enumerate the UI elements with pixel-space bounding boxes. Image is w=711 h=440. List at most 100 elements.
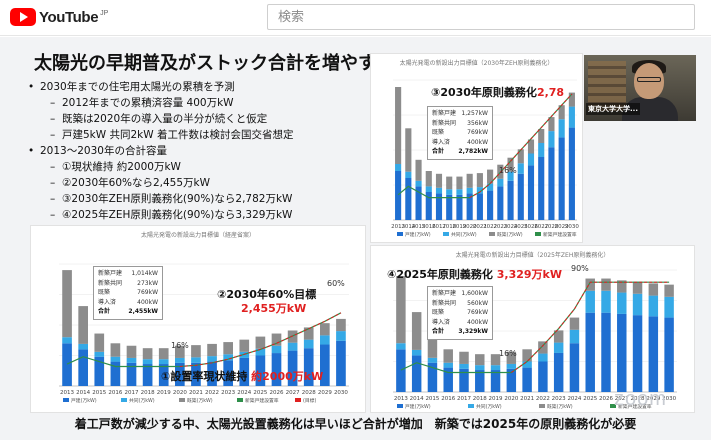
- chart-title: 太陽光発電の新設出力目標値（2030年ZEH原則義務化）: [399, 60, 554, 67]
- legend-swatch: [121, 398, 127, 402]
- bar-detached: [427, 362, 438, 392]
- bar-detached: [62, 343, 72, 386]
- x-tick-label: 2016: [441, 396, 455, 402]
- summary-value: 400kW: [467, 138, 488, 146]
- x-tick-label: 2026: [524, 224, 538, 230]
- summary-row: 合計 2,455kW: [98, 307, 158, 317]
- legend-swatch: [535, 232, 541, 236]
- legend-swatch: [63, 398, 69, 402]
- bar-existing: [271, 333, 282, 346]
- summary-value: 1,014kW: [131, 270, 158, 277]
- bar-detached: [553, 352, 564, 392]
- summary-value: 400kW: [467, 318, 488, 326]
- bar-collective: [336, 331, 346, 341]
- bar-collective: [569, 329, 580, 344]
- bar-detached: [446, 194, 453, 220]
- bar-existing: [303, 327, 314, 340]
- legend-swatch: [468, 404, 474, 408]
- bar-collective: [405, 171, 412, 178]
- x-tick-label: 2024: [504, 224, 518, 230]
- bar-detached: [255, 355, 266, 386]
- bar-collective: [585, 290, 595, 313]
- summary-row: 新築戸建 1,600kW: [432, 289, 488, 299]
- legend-label: 共同(万kW): [129, 397, 155, 404]
- summary-value: 1,257kW: [461, 110, 488, 117]
- bar-existing: [411, 312, 422, 350]
- legend-swatch: [179, 398, 185, 402]
- bar-existing: [617, 280, 627, 293]
- bar-detached: [548, 147, 555, 220]
- bar-detached: [175, 362, 185, 386]
- bar-existing: [142, 348, 153, 360]
- x-tick-label: 2015: [412, 224, 426, 230]
- bar-collective: [411, 349, 422, 356]
- bar-existing: [427, 339, 438, 358]
- bar-existing: [435, 173, 443, 188]
- x-tick-label: 2017: [432, 224, 446, 230]
- bar-collective: [466, 187, 473, 194]
- slide-title: 太陽光の早期普及がストック合計を増やす: [34, 53, 376, 74]
- bar-existing: [466, 173, 473, 188]
- rate-mid-label: 16%: [171, 341, 189, 350]
- bar-existing: [601, 278, 611, 291]
- chart-zeh-2025-svg: 2013 2014 2015 2016 2017 2018 2019 2020 2021 2022…: [393, 269, 677, 410]
- bar-collective: [320, 335, 330, 345]
- x-tick-label: 2027: [615, 396, 629, 402]
- bar-existing: [487, 169, 494, 184]
- slide-caption: 着工戸数が減少する中、太陽光設置義務化は早いほど合計が増加 新築では2025年の…: [74, 417, 637, 431]
- x-tick-label: 2022: [483, 224, 497, 230]
- participant-name-label: 東京大学大学...: [586, 103, 640, 115]
- target-60-value: 2,455万kW: [241, 302, 307, 315]
- bar-detached: [632, 315, 643, 392]
- youtube-region-label: JP: [100, 9, 109, 17]
- summary-value: 769kW: [137, 289, 158, 296]
- x-tick-label: 2019: [452, 224, 466, 230]
- bar-collective: [303, 339, 314, 349]
- bar-detached: [110, 361, 121, 386]
- bar-existing: [207, 343, 217, 357]
- legend-label: 共同(万kW): [476, 403, 502, 410]
- bullet-item: ③2030年ZEH原則義務化(90%)なら2,782万kW: [26, 191, 366, 207]
- bar-collective: [175, 357, 185, 363]
- bar-detached: [435, 193, 443, 220]
- summary-box: 新築戸建 1,014kW 新築共同 273kW 既築 769kW 導入済 400kW 合計 2,4…: [93, 266, 163, 320]
- x-tick-label: 2028: [631, 396, 645, 402]
- bar-collective: [548, 131, 555, 148]
- rate-line: [66, 312, 342, 368]
- bar-detached: [538, 157, 545, 220]
- bar-detached: [601, 312, 611, 392]
- bar-collective: [558, 119, 565, 138]
- bar-existing: [62, 270, 72, 338]
- x-tick-label: 2029: [555, 224, 569, 230]
- bar-detached: [207, 361, 217, 386]
- bar-existing: [126, 345, 137, 358]
- summary-row: 既築 769kW: [432, 308, 488, 318]
- video-frame[interactable]: 太陽光の早期普及がストック合計を増やす 2030年までの住宅用太陽光の累積を予測…: [0, 37, 711, 440]
- x-tick-label: 2030: [662, 396, 676, 402]
- rate-line: [397, 93, 573, 199]
- x-tick-label: 2030: [334, 390, 348, 396]
- x-tick-label: 2027: [534, 224, 548, 230]
- search-input[interactable]: [268, 5, 694, 29]
- bar-existing: [223, 342, 233, 355]
- chart-title: 太陽光発電の新設出力目標値（経産省案）: [140, 232, 255, 239]
- bar-collective: [395, 164, 402, 171]
- summary-row: 合計 2,782kW: [432, 147, 488, 157]
- rate-mid-label: 16%: [499, 166, 517, 175]
- bar-existing: [522, 349, 532, 362]
- status-quo-label: ①設置率現状維持 約2000万kW: [161, 370, 324, 383]
- summary-value: 1,600kW: [461, 290, 488, 297]
- summary-key: 新築戸建: [432, 110, 457, 117]
- summary-row: 導入済 400kW: [432, 318, 488, 328]
- x-tick-label: 2016: [108, 390, 122, 396]
- youtube-logo[interactable]: YouTube JP: [10, 8, 108, 26]
- bar-collective: [415, 180, 422, 187]
- x-tick-label: 2022: [536, 396, 550, 402]
- target-line: [179, 312, 342, 367]
- bar-existing: [476, 173, 483, 188]
- bar-collective: [396, 343, 406, 350]
- bar-existing: [648, 283, 659, 296]
- bar-detached: [538, 361, 548, 392]
- search-box[interactable]: [267, 4, 695, 30]
- bar-collective: [435, 187, 443, 194]
